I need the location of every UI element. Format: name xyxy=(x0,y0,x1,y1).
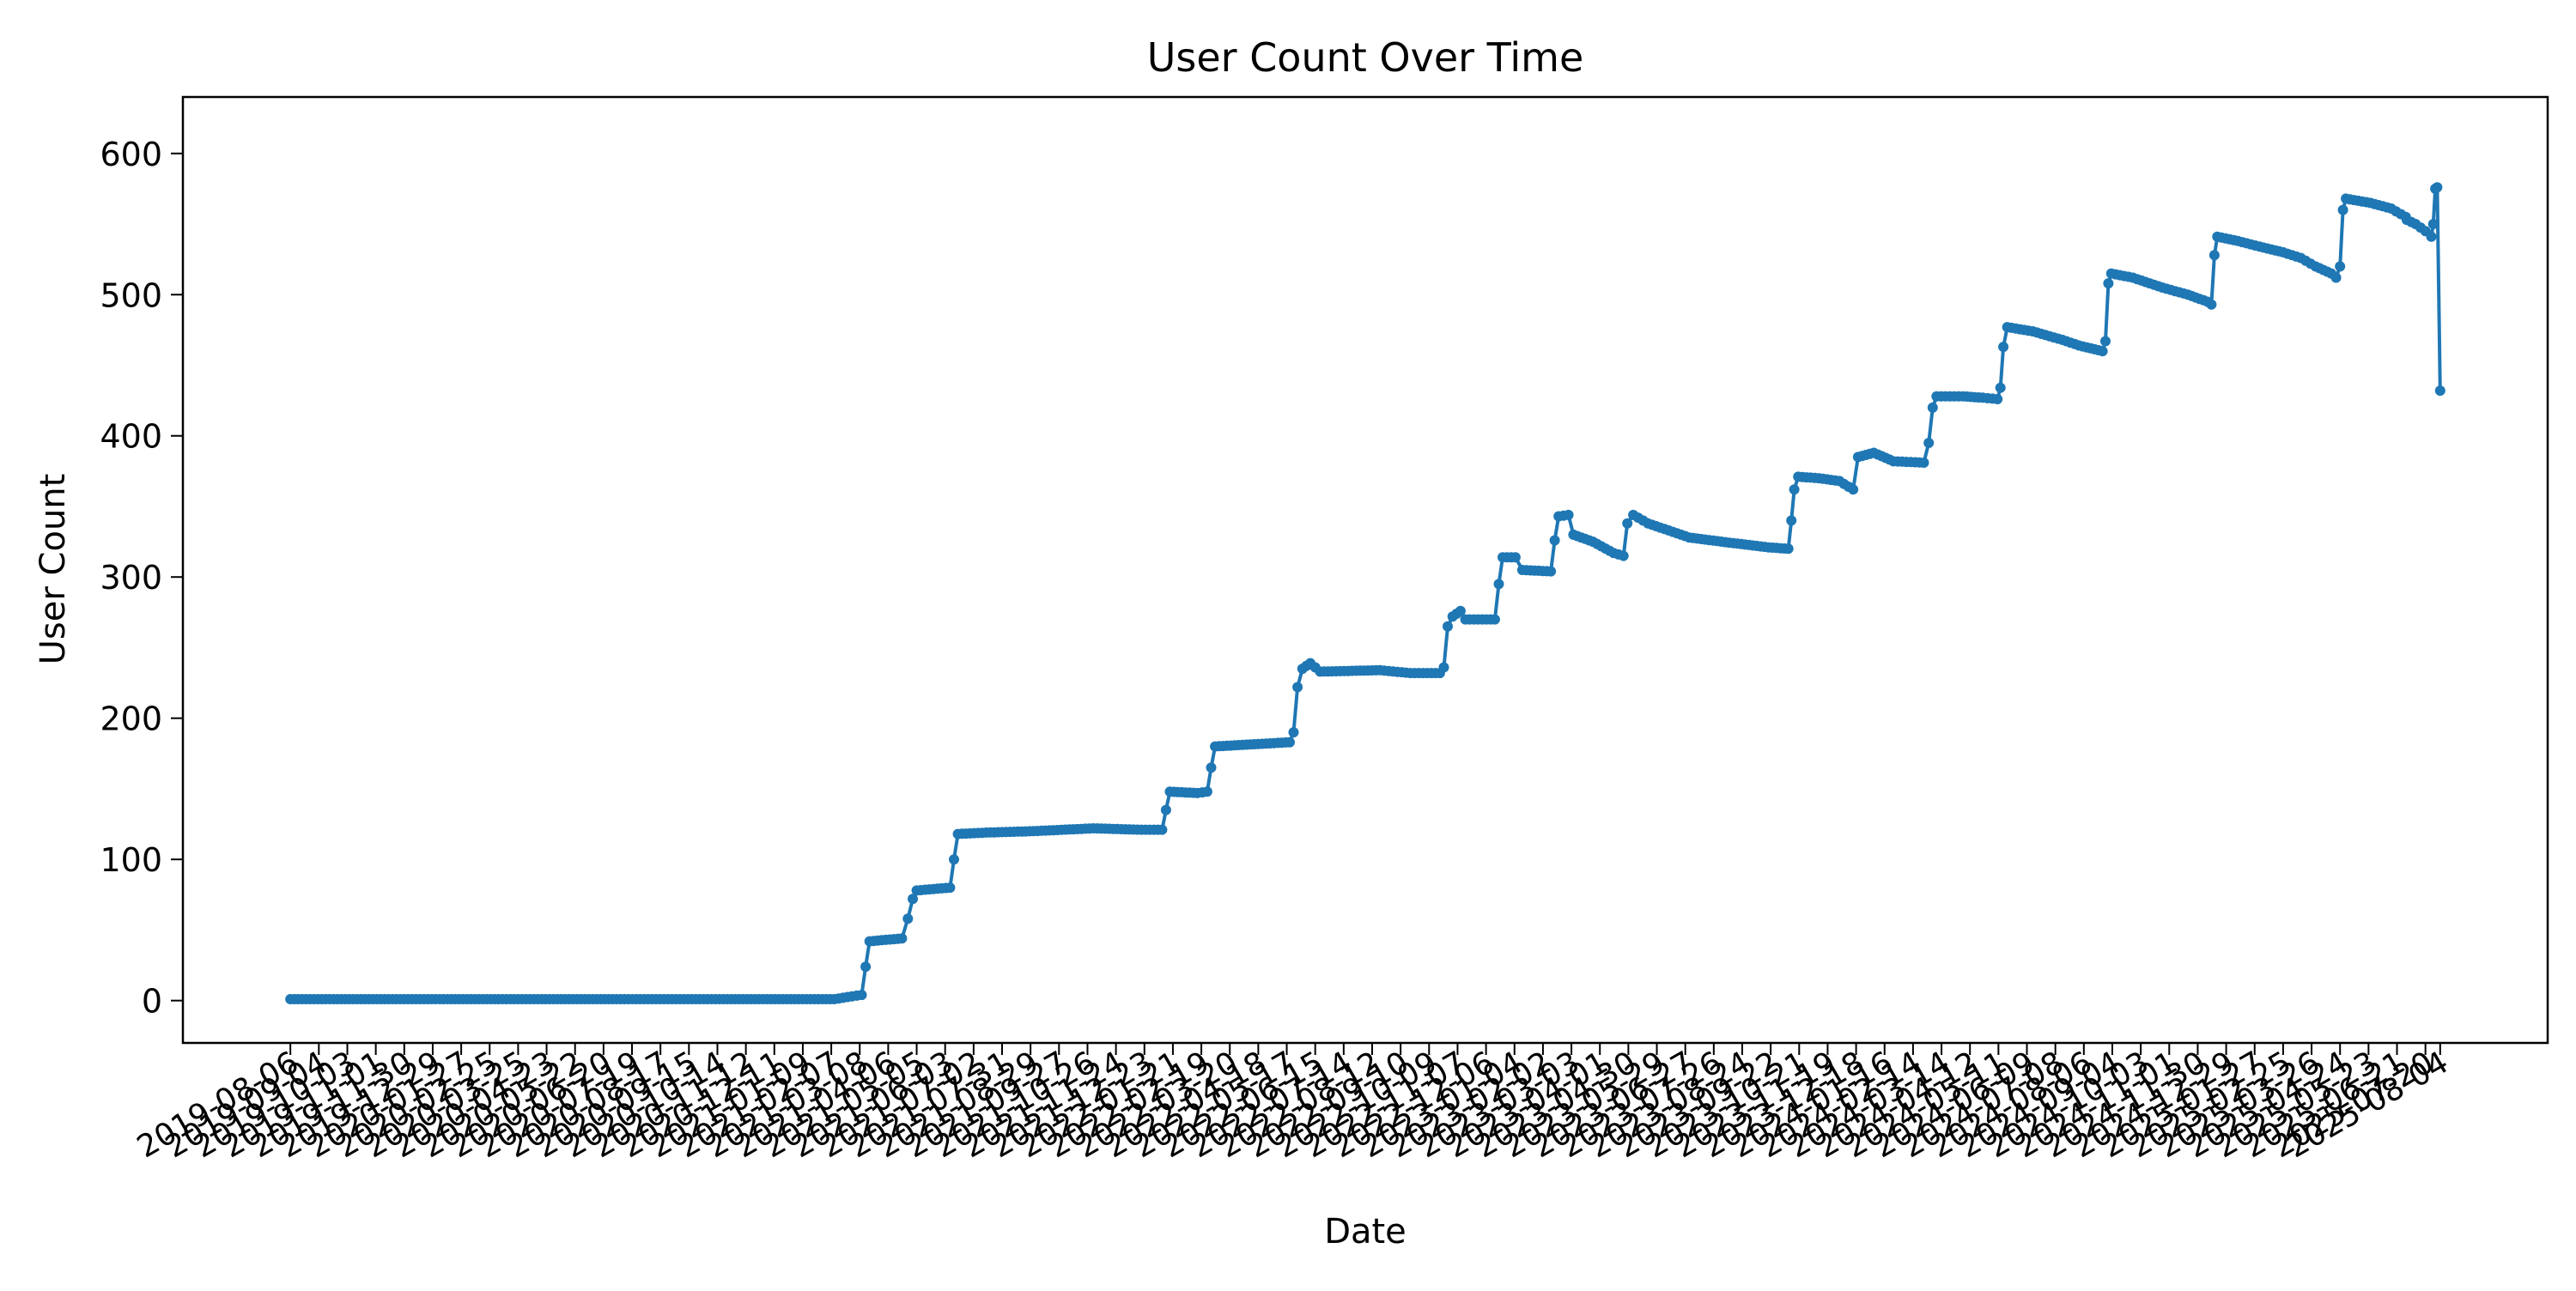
data-point xyxy=(1783,543,1794,555)
data-point xyxy=(1563,509,1574,520)
data-point xyxy=(1992,394,2003,404)
plot-area: 01002003004005006002019-08-062019-09-042… xyxy=(100,95,2549,1165)
y-tick-label: 300 xyxy=(100,559,162,597)
data-point xyxy=(1489,614,1500,625)
data-point xyxy=(1786,515,1797,526)
data-point xyxy=(1292,682,1303,693)
data-point xyxy=(1927,402,1938,413)
chart-title: User Count Over Time xyxy=(1147,34,1584,81)
data-point xyxy=(908,894,918,905)
data-point xyxy=(1157,824,1168,835)
data-point xyxy=(945,882,956,894)
data-point xyxy=(1848,484,1859,495)
data-point xyxy=(1455,605,1466,616)
data-point xyxy=(1510,552,1521,563)
data-point xyxy=(1546,566,1557,577)
data-point xyxy=(1493,579,1504,590)
data-point xyxy=(1618,550,1629,561)
data-point xyxy=(2100,336,2111,347)
data-point xyxy=(2097,346,2108,357)
data-point xyxy=(1549,535,1560,546)
x-axis-label: Date xyxy=(1324,1212,1406,1252)
data-point xyxy=(1918,458,1929,468)
data-point xyxy=(2103,278,2114,289)
data-point xyxy=(1789,484,1800,495)
data-point xyxy=(896,933,908,944)
data-point xyxy=(2335,261,2346,272)
data-point xyxy=(1160,804,1171,815)
data-point xyxy=(949,854,959,865)
data-point xyxy=(2432,182,2443,193)
data-point xyxy=(2337,204,2348,215)
data-point xyxy=(1998,342,2009,353)
data-point xyxy=(1923,438,1935,448)
data-point xyxy=(2434,385,2445,397)
data-point xyxy=(860,961,872,973)
data-point xyxy=(1443,621,1453,632)
data-point xyxy=(2330,272,2342,283)
data-point xyxy=(1285,736,1295,748)
y-tick-label: 500 xyxy=(100,276,162,314)
data-point xyxy=(1288,727,1299,738)
data-point xyxy=(1438,662,1449,673)
data-point xyxy=(2427,219,2439,229)
axes-frame xyxy=(181,95,2549,1045)
data-point xyxy=(2208,250,2220,261)
data-point xyxy=(856,990,867,1001)
data-point xyxy=(1995,382,2006,393)
y-tick-label: 100 xyxy=(100,841,162,879)
data-point xyxy=(2426,231,2437,242)
y-tick-label: 400 xyxy=(100,418,162,456)
data-point xyxy=(1622,518,1633,529)
y-axis-label: User Count xyxy=(33,474,73,665)
y-tick-label: 600 xyxy=(100,136,162,173)
data-point xyxy=(1206,762,1217,773)
data-point xyxy=(2206,299,2217,310)
y-tick-label: 200 xyxy=(100,700,162,738)
y-tick-label: 0 xyxy=(142,983,162,1021)
data-point xyxy=(902,913,914,924)
data-point xyxy=(1201,786,1212,797)
